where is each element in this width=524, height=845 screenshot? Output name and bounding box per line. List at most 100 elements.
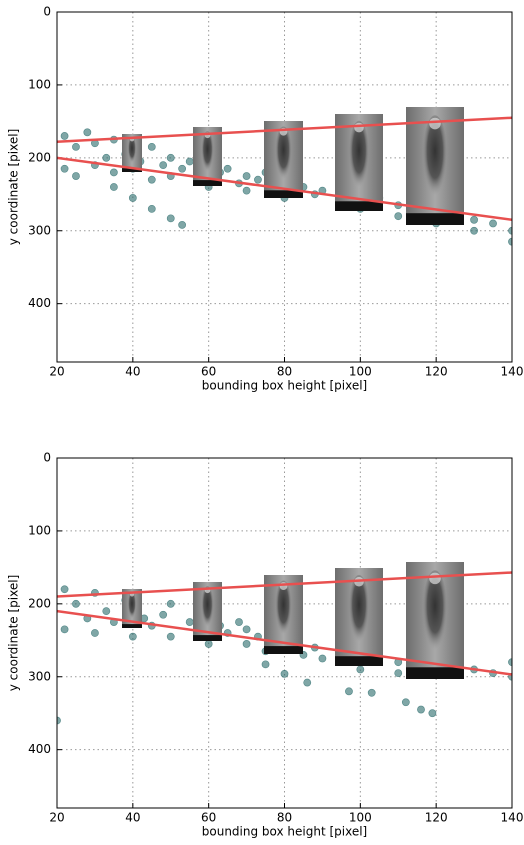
fit-line bbox=[57, 609, 512, 676]
chart-panel: 20 40 60 80 100 120 140 0 100 200 300 400 bounding b… bbox=[7, 451, 524, 839]
inset-head bbox=[429, 117, 441, 130]
y-axis-label: y coordinate [pixel] bbox=[7, 129, 21, 246]
y-tick-label: 0 bbox=[43, 5, 51, 19]
scatter-point bbox=[470, 215, 478, 224]
inset-bar bbox=[406, 667, 464, 679]
chart-panel: 20 40 60 80 100 120 140 0 100 200 300 400 bounding b… bbox=[7, 5, 524, 393]
scatter-point bbox=[280, 669, 289, 678]
scatter-point bbox=[356, 665, 365, 674]
inset-figure bbox=[422, 115, 448, 205]
scatter-point bbox=[204, 640, 213, 648]
inset-figure bbox=[348, 574, 370, 650]
inset-bar bbox=[264, 646, 303, 654]
x-tick-label: 120 bbox=[425, 811, 448, 825]
scatter-point bbox=[60, 164, 69, 173]
fit-line bbox=[57, 156, 512, 222]
scatter-point bbox=[303, 678, 312, 687]
inset-image bbox=[335, 568, 383, 666]
scatter-point bbox=[254, 175, 262, 184]
y-tick-label: 300 bbox=[28, 223, 51, 237]
x-tick-label: 60 bbox=[201, 811, 216, 825]
scatter-point bbox=[178, 164, 187, 173]
scatter-point bbox=[417, 705, 425, 714]
scatter-point bbox=[72, 599, 80, 608]
x-tick-label: 140 bbox=[501, 365, 524, 379]
y-tick-label: 0 bbox=[43, 451, 51, 465]
inset-image bbox=[122, 134, 142, 172]
y-axis-label: y coordinate [pixel] bbox=[7, 575, 21, 692]
inset-figure bbox=[201, 131, 214, 176]
inset-bar bbox=[406, 213, 464, 225]
scatter-point bbox=[147, 175, 156, 184]
scatter-point bbox=[60, 132, 69, 140]
inset-figure bbox=[201, 586, 214, 631]
y-tick-label: 100 bbox=[28, 523, 51, 537]
scatter-point bbox=[428, 709, 437, 718]
inset-bar bbox=[193, 635, 222, 641]
inset-bar bbox=[122, 168, 142, 172]
y-tick-label: 400 bbox=[28, 296, 51, 310]
scatter-point bbox=[166, 632, 175, 641]
plot-area bbox=[57, 562, 512, 725]
scatter-point bbox=[401, 698, 410, 707]
scatter-point bbox=[489, 219, 497, 228]
scatter-point bbox=[394, 669, 403, 678]
scatter-point bbox=[72, 142, 80, 151]
inset-bar bbox=[122, 624, 142, 628]
inset-head bbox=[354, 122, 364, 133]
scatter-point bbox=[72, 172, 80, 180]
scatter-point bbox=[102, 607, 111, 616]
scatter-point bbox=[242, 625, 251, 634]
plot-area bbox=[57, 107, 512, 246]
scatter-point bbox=[102, 153, 111, 162]
x-tick-label: 120 bbox=[425, 365, 448, 379]
fit-line bbox=[57, 116, 512, 144]
scatter-point bbox=[60, 625, 69, 634]
y-tick-label: 200 bbox=[28, 150, 51, 164]
scatter-point bbox=[367, 688, 376, 697]
x-tick-label: 100 bbox=[349, 811, 372, 825]
scatter-point bbox=[109, 168, 118, 177]
inset-bar bbox=[264, 190, 303, 198]
inset-bar bbox=[335, 656, 383, 666]
x-tick-label: 40 bbox=[125, 365, 140, 379]
scatter-point bbox=[261, 660, 270, 669]
y-tick-label: 200 bbox=[28, 596, 51, 610]
scatter-point bbox=[159, 610, 168, 619]
x-axis-label: bounding box height [pixel] bbox=[202, 379, 368, 393]
inset-image bbox=[406, 562, 464, 679]
scatter-point bbox=[159, 161, 168, 170]
scatter-point bbox=[83, 128, 92, 137]
inset-bar bbox=[335, 201, 383, 211]
x-tick-label: 80 bbox=[277, 365, 292, 379]
scatter-point bbox=[60, 585, 69, 594]
x-tick-label: 140 bbox=[501, 811, 524, 825]
scatter-point bbox=[128, 194, 137, 202]
scatter-point bbox=[242, 172, 251, 180]
scatter-point bbox=[470, 226, 478, 235]
scatter-point bbox=[185, 618, 194, 626]
x-tick-label: 80 bbox=[277, 811, 292, 825]
inset-head bbox=[429, 572, 441, 585]
scatter-point bbox=[109, 183, 118, 191]
axes-frame bbox=[56, 11, 513, 363]
scatter-point bbox=[178, 221, 187, 229]
inset-figure bbox=[274, 126, 293, 185]
scatter-point bbox=[128, 632, 137, 641]
x-tick-label: 100 bbox=[349, 365, 372, 379]
y-tick-label: 400 bbox=[28, 742, 51, 756]
scatter-point bbox=[166, 599, 175, 608]
scatter-point bbox=[91, 629, 99, 637]
scatter-point bbox=[147, 142, 156, 151]
x-tick-label: 60 bbox=[201, 365, 216, 379]
x-axis-label: bounding box height [pixel] bbox=[202, 825, 368, 839]
scatter-point bbox=[166, 153, 175, 162]
scatter-point bbox=[185, 157, 194, 166]
x-tick-label: 20 bbox=[49, 365, 64, 379]
inset-bar bbox=[193, 180, 222, 186]
scatter-point bbox=[242, 640, 251, 648]
y-tick-label: 100 bbox=[28, 77, 51, 91]
x-tick-label: 20 bbox=[49, 811, 64, 825]
fit-line bbox=[57, 571, 512, 598]
scatter-point bbox=[345, 687, 353, 696]
